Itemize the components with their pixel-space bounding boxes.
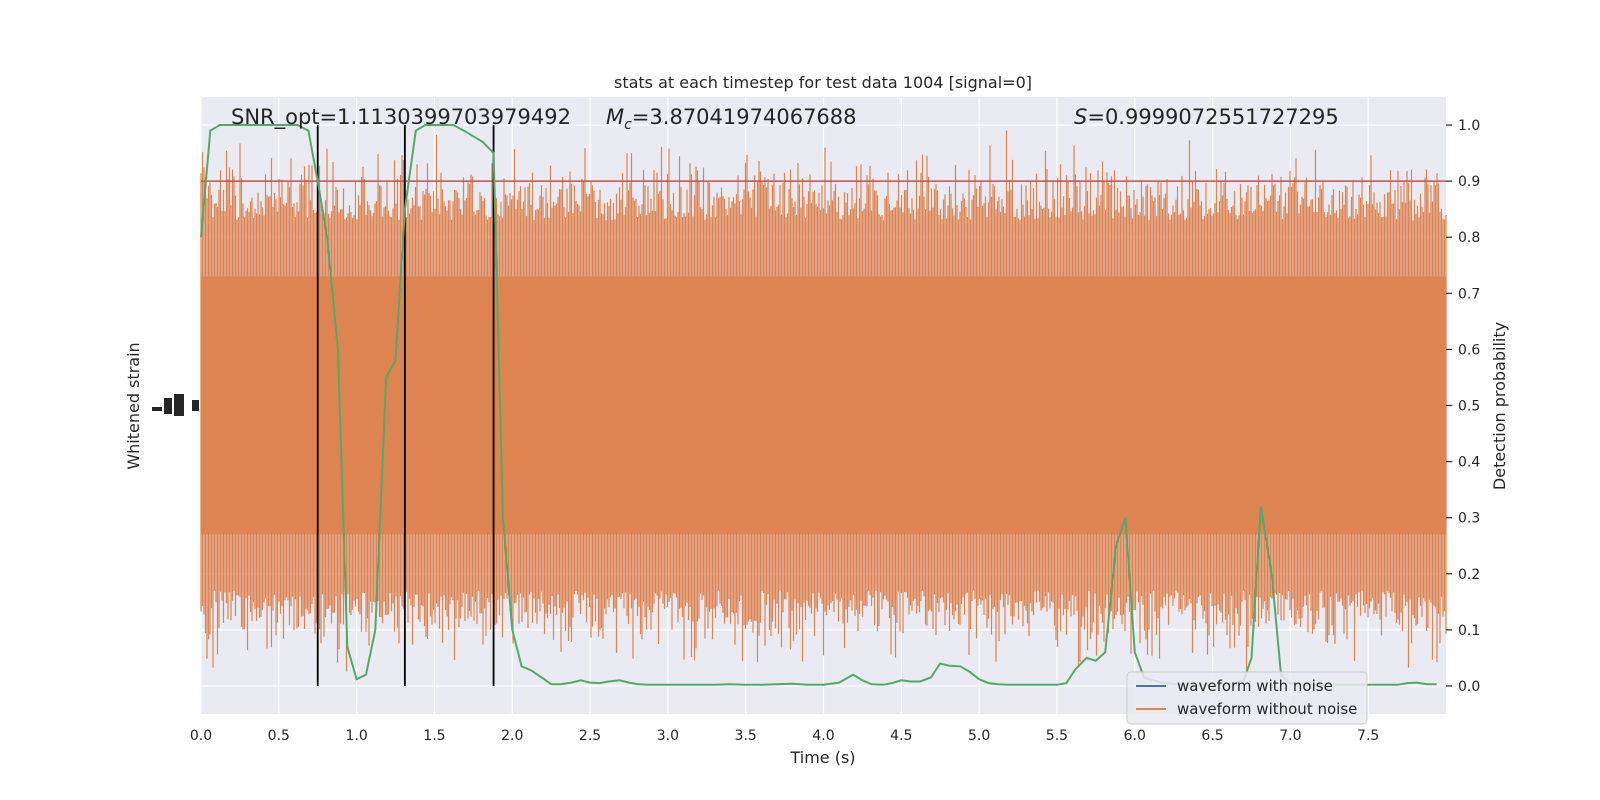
chirp-mass-annotation: Mc=3.87041974067688 [606, 105, 857, 133]
y-tick-label: 0.4 [1458, 455, 1480, 471]
x-tick-label: 5.0 [968, 728, 990, 744]
x-tick-label: 1.5 [423, 728, 445, 744]
chart-title: stats at each timestep for test data 100… [614, 73, 1032, 92]
x-tick-label: 3.0 [657, 728, 679, 744]
x-ticks: 0.0 0.5 1.0 1.5 2.0 2.5 3.0 3.5 4.0 4.5 5.0 5.5 6.0 6… [190, 728, 1379, 744]
y-ticks-right: 0.0 0.1 0.2 0.3 0.4 0.5 0.6 0.7 0.8 0.9 1.0 [1446, 118, 1480, 695]
x-tick-label: 7.5 [1357, 728, 1379, 744]
y-tick-label: 0.8 [1458, 230, 1480, 246]
y-tick-label: 0.6 [1458, 342, 1480, 358]
x-axis-label: Time (s) [789, 748, 855, 767]
legend-label-without-noise: waveform without noise [1177, 700, 1357, 718]
x-tick-label: 7.0 [1279, 728, 1301, 744]
y-tick-label: 0.5 [1458, 399, 1480, 415]
y-tick-label: 0.0 [1458, 679, 1480, 695]
whitened-strain-noise [200, 130, 1447, 678]
y-tick-label: 0.1 [1458, 623, 1480, 639]
y-tick-label: 0.2 [1458, 567, 1480, 583]
x-tick-label: 0.0 [190, 728, 212, 744]
x-tick-label: 4.5 [890, 728, 912, 744]
y-axis-label-left: Whitened strain [124, 342, 143, 469]
x-tick-label: 4.0 [812, 728, 834, 744]
legend-box [1126, 671, 1368, 725]
x-tick-label: 2.5 [579, 728, 601, 744]
x-tick-label: 0.5 [268, 728, 290, 744]
legend: waveform with noise waveform without noi… [1126, 671, 1368, 725]
s-annotation: S=0.9999072551727295 [1074, 105, 1339, 129]
x-tick-label: 6.5 [1201, 728, 1223, 744]
snr-annotation: SNR_opt=1.1130399703979492 [231, 105, 571, 130]
y-tick-label: 1.0 [1458, 118, 1480, 134]
y-tick-label: 0.9 [1458, 174, 1480, 190]
x-tick-label: 1.0 [345, 728, 367, 744]
x-tick-label: 5.5 [1046, 728, 1068, 744]
x-tick-label: 2.0 [501, 728, 523, 744]
noise-trace [200, 130, 1447, 678]
left-axis-clutter [152, 394, 199, 416]
x-tick-label: 6.0 [1124, 728, 1146, 744]
y-tick-label: 0.7 [1458, 286, 1480, 302]
y-tick-label: 0.3 [1458, 511, 1480, 527]
x-tick-label: 3.5 [735, 728, 757, 744]
y-axis-label-right: Detection probability [1490, 322, 1509, 490]
legend-label-with-noise: waveform with noise [1177, 677, 1333, 695]
